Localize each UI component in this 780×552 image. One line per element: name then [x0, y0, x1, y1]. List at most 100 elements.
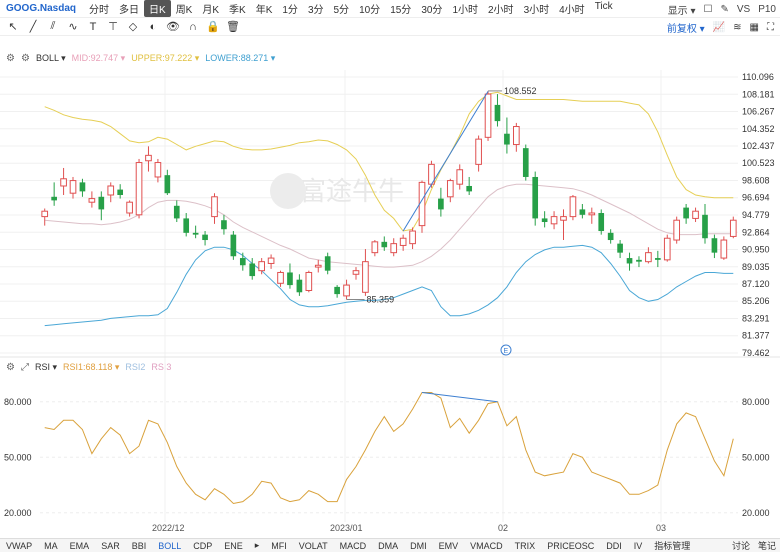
candle-body-up	[145, 154, 152, 162]
rsi-name[interactable]: RSI ▾	[34, 361, 57, 372]
period-tab-5[interactable]: 季K	[229, 5, 246, 16]
period-tab-0[interactable]: 分时	[89, 5, 110, 16]
rsi-resize-icon[interactable]: ⤢	[20, 361, 29, 373]
candle-body-up	[673, 219, 681, 241]
indicator-tab-16[interactable]: TRIX	[514, 540, 536, 551]
period-tab-15[interactable]: 3小时	[523, 5, 550, 16]
wave-tool-icon[interactable]: ∿	[68, 21, 78, 33]
rsi1-value: RSI1:68.118 ▾	[63, 361, 120, 372]
candle-body-down	[711, 238, 718, 253]
eye-icon[interactable]: 👁	[166, 21, 180, 33]
period-tab-13[interactable]: 1小时	[452, 5, 478, 16]
settings-gear-icon[interactable]: ⚙	[6, 52, 15, 64]
period-tab-2[interactable]: 日K	[144, 0, 171, 17]
indicator-tab-4[interactable]: BBI	[131, 540, 147, 551]
channel-tool-icon[interactable]: ⫽	[50, 20, 56, 32]
indicator-tab-13[interactable]: DMI	[410, 540, 427, 551]
indicator-tab-17[interactable]: PRICEOSC	[547, 540, 595, 551]
candle-body-down	[334, 286, 340, 295]
candle-body-up	[267, 257, 275, 264]
period-tab-11[interactable]: 15分	[390, 5, 412, 16]
grid-icon[interactable]: ▦	[749, 21, 759, 33]
indicator-tab-3[interactable]: SAR	[101, 540, 120, 551]
p10-button[interactable]: P10	[758, 3, 776, 15]
indicator-tab-1[interactable]: MA	[44, 540, 58, 551]
square-icon[interactable]: ☐	[703, 3, 713, 15]
indicator-tab-0[interactable]: VWAP	[6, 540, 33, 551]
indicator-tab-12[interactable]: DMA	[378, 540, 399, 551]
pencil-icon[interactable]: ✎	[720, 3, 729, 15]
fullscreen-icon[interactable]: ⛶	[767, 21, 774, 33]
period-tab-7[interactable]: 1分	[282, 5, 298, 16]
period-tab-4[interactable]: 月K	[202, 5, 220, 16]
drawing-toolbar: ↖ ╱ ⫽ ∿ T ⊤ ◇ ◐ 👁 ∩ 🔒 🗑	[0, 18, 780, 36]
indicator-tabs: VWAP MA EMA SAR BBI BOLL CDP ENE ▸ MFI VOLAT MACD DM…	[0, 538, 780, 552]
candle-body-down	[466, 185, 473, 192]
candle-body-down	[541, 218, 548, 223]
x-label-03: 03	[656, 523, 667, 533]
indicator-tab-7[interactable]: ENE	[224, 540, 243, 551]
indicator-tab-18[interactable]: DDI	[606, 540, 622, 551]
period-tab-14[interactable]: 2小时	[488, 5, 514, 16]
adjust-menu[interactable]: 前复权 ▾	[666, 23, 705, 35]
candle-body-down	[296, 279, 303, 293]
candle-body-down	[79, 182, 86, 192]
price-tick-label: 87.120	[742, 279, 770, 289]
compare-icon[interactable]: ≋	[733, 21, 742, 33]
period-tab-9[interactable]: 5分	[333, 5, 350, 16]
boll-mid-line	[44, 183, 734, 268]
price-tick-label: 94.779	[742, 210, 770, 220]
line-tool-icon[interactable]: ╱	[29, 21, 37, 33]
rsi-settings-icon[interactable]: ⚙	[6, 361, 15, 373]
candle-body-up	[645, 252, 652, 263]
ruler-tool-icon[interactable]: ⊤	[108, 21, 118, 33]
candle-body-up	[69, 180, 77, 194]
indicator-tab-9[interactable]: MFI	[271, 540, 287, 551]
indicator-tab-5[interactable]: BOLL	[158, 540, 182, 551]
boll-settings-icon[interactable]: ⚙	[20, 52, 30, 64]
arc-icon[interactable]: ∩	[189, 20, 197, 33]
candle-body-down	[51, 196, 57, 201]
candle-body-up	[399, 237, 407, 246]
cursor-icon[interactable]: ↖	[8, 21, 18, 33]
chart-type-icon[interactable]: 📈	[712, 21, 726, 33]
notes-button[interactable]: 笔记	[757, 540, 776, 551]
shape-tool-icon[interactable]: ◇	[128, 21, 138, 33]
period-tab-16[interactable]: 4小时	[559, 5, 585, 16]
boll-header: ⚙ ⚙ BOLL ▾ MID:92.747 ▾ UPPER:97.222 ▾ L…	[6, 51, 275, 65]
candle-body-down	[494, 104, 501, 122]
candle-body-up	[720, 239, 728, 259]
indicator-tab-6[interactable]: CDP	[193, 540, 213, 551]
period-tab-12[interactable]: 30分	[421, 5, 443, 16]
candle-body-up	[352, 270, 360, 275]
period-tab-8[interactable]: 3分	[307, 5, 324, 16]
indicator-tab-14[interactable]: EMV	[438, 540, 459, 551]
period-tab-1[interactable]: 多日	[119, 5, 140, 16]
discuss-button[interactable]: 讨论	[731, 540, 750, 551]
indicator-tab-2[interactable]: EMA	[69, 540, 90, 551]
vs-button[interactable]: VS	[736, 3, 751, 15]
text-tool-icon[interactable]: T	[89, 20, 97, 33]
indicator-tab-20[interactable]: 指标管理	[654, 541, 691, 551]
period-tab-6[interactable]: 年K	[255, 5, 273, 16]
magnet-icon[interactable]: ◐	[149, 20, 157, 33]
display-menu[interactable]: 显示 ▾	[667, 5, 696, 17]
indicator-tab-19[interactable]: IV	[633, 540, 643, 551]
tabs-scroll-icon[interactable]: ▸	[254, 540, 260, 550]
period-tab-10[interactable]: 10分	[359, 5, 381, 16]
price-tick-label: 104.352	[742, 124, 775, 134]
symbol-label[interactable]: GOOG.Nasdaq	[6, 3, 77, 14]
price-tick-label: 100.523	[742, 158, 775, 168]
indicator-tab-10[interactable]: VOLAT	[298, 540, 328, 551]
boll-name[interactable]: BOLL ▾	[35, 52, 66, 63]
lock-icon[interactable]: 🔒	[206, 21, 220, 33]
period-tab-17[interactable]: Tick	[594, 1, 613, 12]
indicator-tab-11[interactable]: MACD	[339, 540, 367, 551]
candle-body-down	[438, 198, 444, 210]
rsi-tick-label-right: 50.000	[742, 452, 770, 462]
trash-icon[interactable]: 🗑	[226, 21, 240, 33]
indicator-tab-15[interactable]: VMACD	[470, 540, 503, 551]
period-tab-3[interactable]: 周K	[175, 5, 193, 16]
boll-upper-line	[44, 91, 734, 232]
